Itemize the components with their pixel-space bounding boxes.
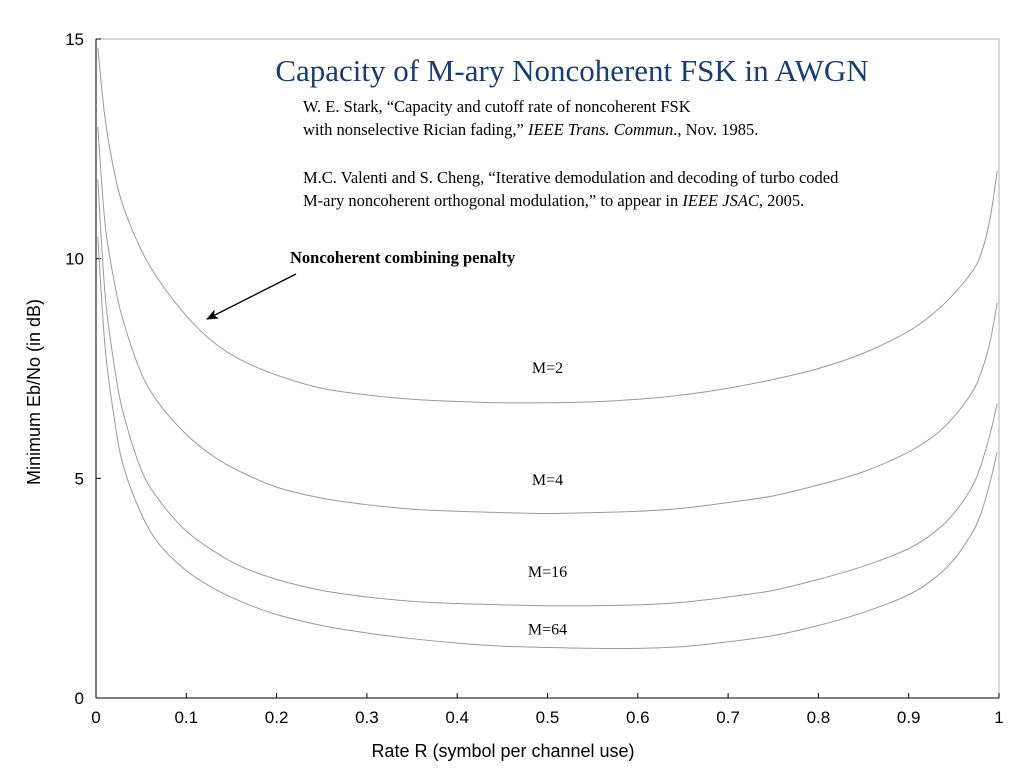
y-tick-labels: 0 5 10 15	[65, 30, 84, 708]
reference-1: W. E. Stark, “Capacity and cutoff rate o…	[303, 97, 758, 139]
reference-1-line2: with nonselective Rician fading,” IEEE T…	[303, 120, 758, 139]
x-tick-label: 1	[994, 708, 1003, 727]
series-label-m-64: M=64	[528, 621, 567, 638]
x-tick-label: 0.9	[897, 708, 921, 727]
x-tick-label: 0.5	[536, 708, 560, 727]
y-tick-label: 5	[75, 469, 84, 488]
x-tick-label: 0.1	[174, 708, 198, 727]
series-curves	[97, 47, 998, 650]
series-line-m-4	[97, 126, 998, 514]
x-tick-label: 0.7	[716, 708, 740, 727]
series-line-m-2	[97, 47, 998, 404]
tick-marks	[95, 38, 1000, 699]
x-tick-label: 0	[91, 708, 100, 727]
chart-title: Capacity of M-ary Noncoherent FSK in AWG…	[275, 53, 868, 88]
x-tick-label: 0.6	[626, 708, 650, 727]
reference-2-line1: M.C. Valenti and S. Cheng, “Iterative de…	[303, 168, 839, 187]
reference-1-line1: W. E. Stark, “Capacity and cutoff rate o…	[303, 97, 691, 116]
y-tick-label: 15	[65, 30, 84, 49]
series-labels: M=2 M=4 M=16 M=64	[528, 360, 567, 638]
x-tick-label: 0.4	[445, 708, 469, 727]
x-tick-label: 0.2	[265, 708, 289, 727]
series-label-m-2: M=2	[532, 360, 563, 377]
x-tick-labels: 0 0.1 0.2 0.3 0.4 0.5 0.6 0.7 0.8 0.9 1	[91, 708, 1003, 727]
x-tick-label: 0.3	[355, 708, 379, 727]
x-tick-label: 0.8	[807, 708, 831, 727]
x-axis-label: Rate R (symbol per channel use)	[371, 741, 634, 761]
reference-2-line2: M-ary noncoherent orthogonal modulation,…	[303, 191, 804, 210]
reference-2: M.C. Valenti and S. Cheng, “Iterative de…	[303, 168, 839, 210]
series-line-m-64	[97, 236, 998, 650]
y-axis-label: Minimum Eb/No (in dB)	[24, 299, 44, 485]
series-label-m-4: M=4	[532, 472, 563, 489]
y-tick-label: 10	[65, 250, 84, 269]
series-label-m-16: M=16	[528, 564, 567, 581]
penalty-arrow	[206, 273, 297, 320]
series-line-m-16	[97, 179, 998, 607]
y-tick-label: 0	[75, 689, 84, 708]
penalty-annotation: Noncoherent combining penalty	[290, 248, 516, 267]
